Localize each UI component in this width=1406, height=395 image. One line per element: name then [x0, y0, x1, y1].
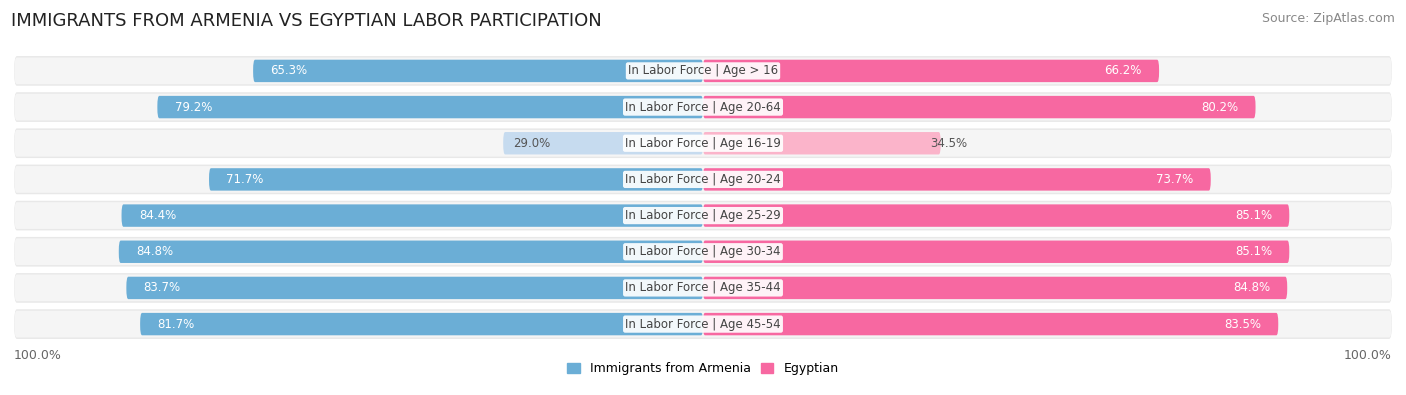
FancyBboxPatch shape: [703, 204, 1289, 227]
FancyBboxPatch shape: [703, 60, 1159, 82]
FancyBboxPatch shape: [703, 168, 1211, 191]
Text: In Labor Force | Age 30-34: In Labor Force | Age 30-34: [626, 245, 780, 258]
Text: 85.1%: 85.1%: [1234, 209, 1272, 222]
Text: 65.3%: 65.3%: [270, 64, 308, 77]
Text: 84.4%: 84.4%: [139, 209, 176, 222]
Text: 84.8%: 84.8%: [1233, 281, 1270, 294]
FancyBboxPatch shape: [703, 277, 1288, 299]
FancyBboxPatch shape: [14, 56, 1392, 86]
Text: In Labor Force | Age > 16: In Labor Force | Age > 16: [628, 64, 778, 77]
Text: 34.5%: 34.5%: [931, 137, 967, 150]
Text: In Labor Force | Age 20-24: In Labor Force | Age 20-24: [626, 173, 780, 186]
FancyBboxPatch shape: [703, 132, 941, 154]
FancyBboxPatch shape: [127, 277, 703, 299]
Text: 100.0%: 100.0%: [1344, 349, 1392, 362]
Text: In Labor Force | Age 25-29: In Labor Force | Age 25-29: [626, 209, 780, 222]
Text: 83.5%: 83.5%: [1225, 318, 1261, 331]
FancyBboxPatch shape: [14, 92, 1392, 122]
FancyBboxPatch shape: [14, 58, 1392, 84]
FancyBboxPatch shape: [14, 311, 1392, 337]
Text: IMMIGRANTS FROM ARMENIA VS EGYPTIAN LABOR PARTICIPATION: IMMIGRANTS FROM ARMENIA VS EGYPTIAN LABO…: [11, 12, 602, 30]
FancyBboxPatch shape: [14, 128, 1392, 158]
Text: 29.0%: 29.0%: [513, 137, 551, 150]
FancyBboxPatch shape: [14, 275, 1392, 301]
FancyBboxPatch shape: [209, 168, 703, 191]
Legend: Immigrants from Armenia, Egyptian: Immigrants from Armenia, Egyptian: [562, 357, 844, 380]
FancyBboxPatch shape: [14, 165, 1392, 194]
FancyBboxPatch shape: [703, 96, 1256, 118]
FancyBboxPatch shape: [14, 237, 1392, 267]
Text: 85.1%: 85.1%: [1234, 245, 1272, 258]
Text: 80.2%: 80.2%: [1201, 101, 1239, 114]
FancyBboxPatch shape: [14, 166, 1392, 193]
FancyBboxPatch shape: [703, 241, 1289, 263]
FancyBboxPatch shape: [14, 201, 1392, 230]
FancyBboxPatch shape: [253, 60, 703, 82]
Text: 81.7%: 81.7%: [157, 318, 194, 331]
Text: 100.0%: 100.0%: [14, 349, 62, 362]
FancyBboxPatch shape: [14, 94, 1392, 120]
FancyBboxPatch shape: [121, 204, 703, 227]
FancyBboxPatch shape: [14, 130, 1392, 157]
FancyBboxPatch shape: [141, 313, 703, 335]
Text: In Labor Force | Age 35-44: In Labor Force | Age 35-44: [626, 281, 780, 294]
Text: In Labor Force | Age 20-64: In Labor Force | Age 20-64: [626, 101, 780, 114]
Text: 79.2%: 79.2%: [174, 101, 212, 114]
Text: 73.7%: 73.7%: [1156, 173, 1194, 186]
FancyBboxPatch shape: [14, 273, 1392, 303]
FancyBboxPatch shape: [503, 132, 703, 154]
Text: 83.7%: 83.7%: [143, 281, 181, 294]
FancyBboxPatch shape: [14, 238, 1392, 265]
Text: 84.8%: 84.8%: [136, 245, 173, 258]
Text: 71.7%: 71.7%: [226, 173, 264, 186]
FancyBboxPatch shape: [14, 202, 1392, 229]
Text: Source: ZipAtlas.com: Source: ZipAtlas.com: [1261, 12, 1395, 25]
FancyBboxPatch shape: [118, 241, 703, 263]
FancyBboxPatch shape: [157, 96, 703, 118]
Text: In Labor Force | Age 45-54: In Labor Force | Age 45-54: [626, 318, 780, 331]
FancyBboxPatch shape: [14, 309, 1392, 339]
Text: 66.2%: 66.2%: [1105, 64, 1142, 77]
FancyBboxPatch shape: [703, 313, 1278, 335]
Text: In Labor Force | Age 16-19: In Labor Force | Age 16-19: [626, 137, 780, 150]
